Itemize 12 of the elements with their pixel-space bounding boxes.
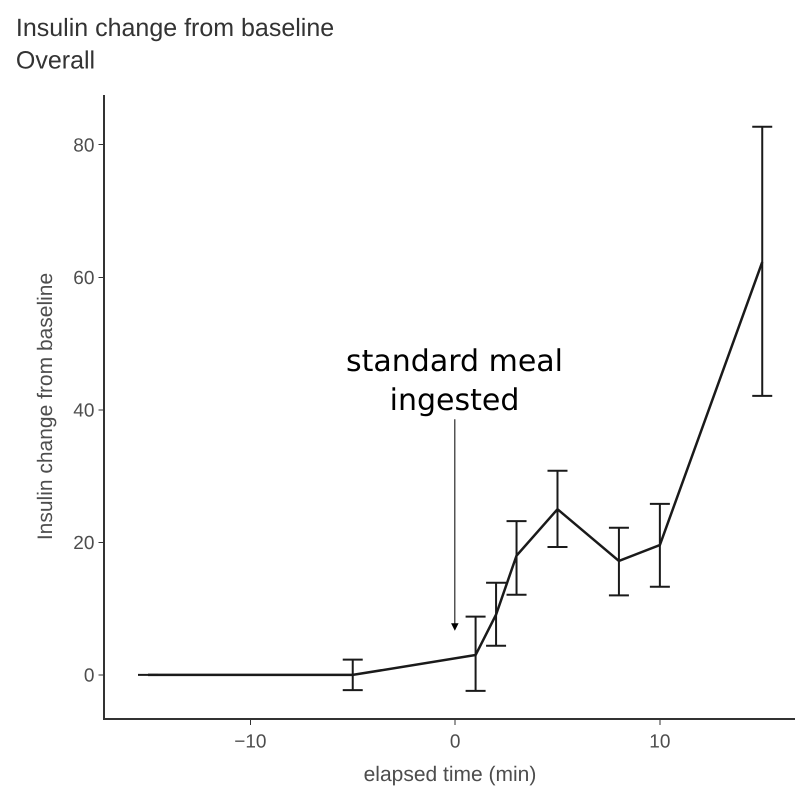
y-tick-label: 40 (73, 400, 94, 422)
y-axis-title: Insulin change from baseline (34, 272, 57, 540)
chart-subtitle: Overall (16, 46, 96, 74)
x-axis-title: elapsed time (min) (364, 763, 536, 786)
y-tick-label: 20 (73, 533, 94, 554)
y-tick-label: 0 (84, 666, 94, 687)
x-tick-label: −10 (234, 732, 266, 753)
y-tick-label: 60 (73, 268, 94, 289)
y-tick-label: 80 (73, 135, 94, 156)
x-tick-label: 0 (450, 732, 460, 753)
chart-title: Insulin change from baseline (16, 14, 334, 42)
x-tick-label: 10 (649, 732, 670, 753)
